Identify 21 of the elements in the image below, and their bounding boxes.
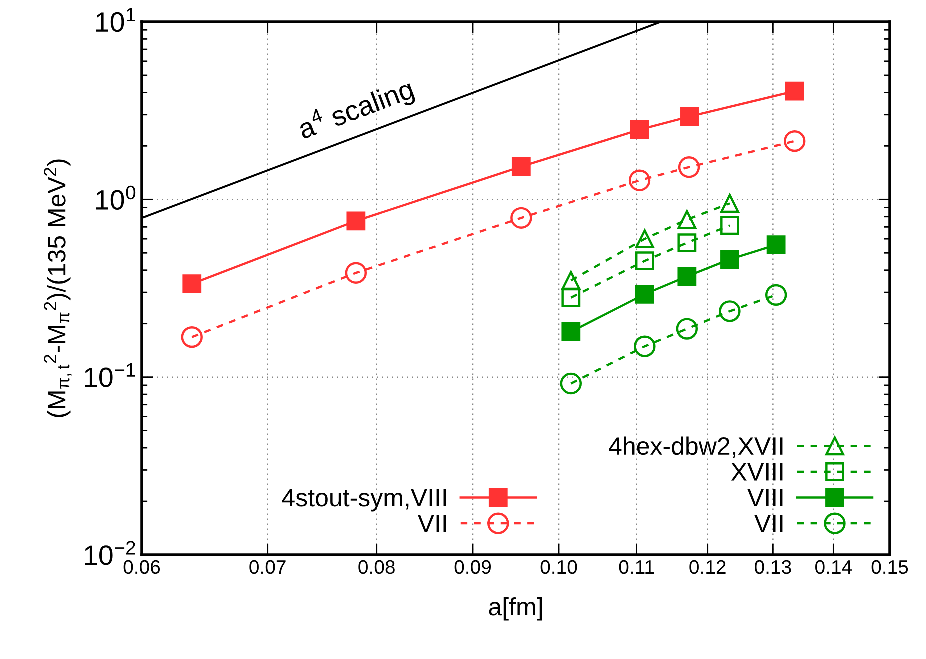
x-tick-label: 0.11 (619, 560, 654, 574)
x-tick-label: 0.10 (540, 560, 578, 574)
x-tick-label: 0.15 (872, 560, 908, 574)
legend-label: XVIII (731, 464, 783, 481)
y-tick-label: 10$^{1}$ (96, 8, 136, 32)
x-tick-label: 0.07 (250, 560, 286, 574)
text: (M$_{π,t}$$^{2}$-M$_{π}$$^{2}$)/(135 MeV$^{2}$) (44, 160, 72, 418)
y-tick-label: 10$^{0}$ (96, 186, 136, 210)
x-tick-label: 0.14 (816, 560, 852, 574)
x-axis-title: a[fm] (489, 597, 542, 621)
legend-label: VII (418, 515, 446, 532)
x-tick-label: 0.12 (690, 560, 726, 574)
x-tick-label: 0.09 (454, 560, 491, 574)
legend-label: 4stout-sym,VIII (282, 489, 446, 512)
legend-label: 4hex-dbw2,XVII (609, 436, 783, 458)
legend-label: VII (754, 515, 783, 532)
annotation: a$^{4}$ scaling (296, 75, 417, 145)
legend-label: VIII (748, 489, 783, 507)
y-tick-label: 10$^{−1}$ (85, 364, 136, 388)
x-tick-label: 0.13 (755, 560, 792, 574)
x-tick-label: 0.08 (358, 560, 395, 574)
